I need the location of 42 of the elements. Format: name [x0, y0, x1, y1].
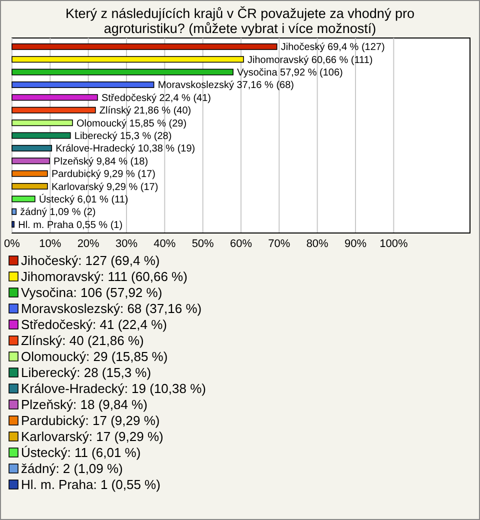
legend-label: Jihočeský: 127 (69,4 %) [21, 253, 160, 268]
data-label: Králove-Hradecký 10,38 % (19) [56, 144, 196, 155]
legend-label: Pardubický: 17 (9,29 %) [21, 413, 160, 428]
legend-label: Liberecký: 28 (15,3 %) [21, 365, 152, 380]
legend-label: Moravskoslezský: 68 (37,16 %) [21, 301, 202, 316]
x-tick-label: 70% [268, 238, 290, 250]
data-label: Jihočeský 69,4 % (127) [280, 42, 385, 54]
data-label: Plzeňský 9,84 % (18) [54, 156, 148, 168]
x-tick-label: 40% [154, 238, 176, 250]
x-tick-label: 60% [230, 238, 252, 250]
legend-label: Jihomoravský: 111 (60,66 %) [21, 269, 188, 284]
data-label: Pardubický 9,29 % (17) [51, 169, 156, 180]
x-tick-label: 10% [39, 238, 62, 250]
x-tick-label: 0% [4, 238, 20, 250]
data-label: Hl. m. Praha 0,55 % (1) [18, 220, 123, 231]
legend-label: Plzeňský: 18 (9,84 %) [21, 397, 148, 412]
x-tick-label: 100% [380, 238, 408, 250]
legend-label: Vysočina: 106 (57,92 %) [21, 285, 162, 300]
data-label: Středočeský 22,4 % (41) [101, 92, 211, 104]
x-tick-label: 30% [115, 238, 138, 250]
data-label: žádný 1,09 % (2) [20, 207, 96, 218]
data-label: Zlínský 21,86 % (40) [99, 106, 192, 117]
data-label: Jihomoravský 60,66 % (111) [248, 54, 373, 66]
x-tick-label: 80% [306, 238, 329, 250]
legend-label: Olomoucký: 29 (15,85 %) [21, 349, 168, 364]
legend-label: Karlovarský: 17 (9,29 %) [21, 429, 164, 444]
data-label: Liberecký 15,3 % (28) [74, 131, 172, 142]
legend-label: žádný: 2 (1,09 %) [21, 461, 123, 476]
x-tick-label: 20% [77, 238, 100, 250]
legend-label: Středočeský: 41 (22,4 %) [21, 317, 167, 332]
data-label: Karlovarský 9,29 % (17) [51, 182, 158, 193]
data-label: Ústecký 6,01 % (11) [38, 193, 128, 206]
legend-label: Hl. m. Praha: 1 (0,55 %) [21, 477, 160, 492]
data-label: Olomoucký 15,85 % (29) [76, 118, 187, 130]
legend-label: Zlínský: 40 (21,86 %) [21, 333, 144, 348]
x-tick-label: 90% [344, 238, 367, 250]
data-label: Vysočina 57,92 % (106) [237, 68, 343, 79]
data-label: Moravskoslezský 37,16 % (68) [158, 80, 294, 92]
x-tick-label: 50% [192, 238, 214, 250]
legend-label: Králove-Hradecký: 19 (10,38 %) [21, 381, 206, 396]
chart-title: Který z následujících krajů v ČR považujete za vhodný pro agroturistiku? (můžete vybrat i více možností) [66, 6, 414, 36]
legend-label: Ústecký: 11 (6,01 %) [21, 445, 141, 460]
